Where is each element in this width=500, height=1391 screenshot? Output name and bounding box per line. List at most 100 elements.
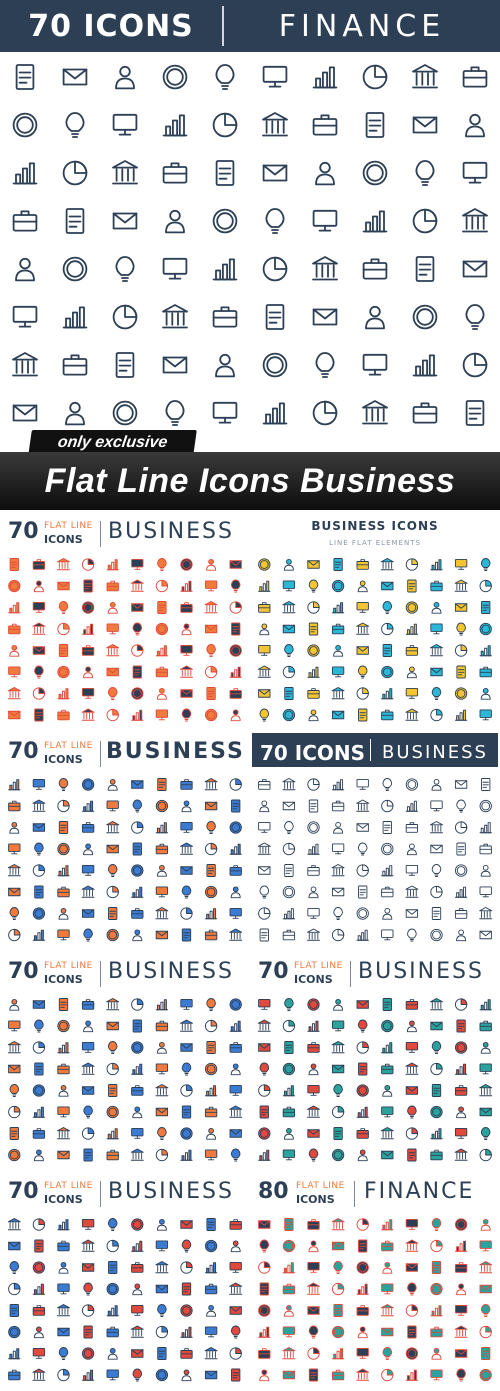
panel-title: 70 FLAT LINE ICONS BUSINESS: [2, 1173, 248, 1213]
icon: [258, 998, 271, 1010]
icon: [155, 1368, 169, 1382]
preview-panel-6[interactable]: 70 FLAT LINE ICONS BUSINESS: [252, 953, 498, 1169]
businessman-icon: [162, 162, 188, 184]
magnifier-dollar-icon: [62, 354, 88, 376]
icon: [405, 1263, 419, 1272]
icon: [32, 929, 46, 941]
icon: [57, 1327, 70, 1337]
icon: [282, 1283, 296, 1295]
icon: [204, 1149, 218, 1161]
preview-panel-7[interactable]: 70 FLAT LINE ICONS BUSINESS: [2, 1173, 248, 1389]
icon: [230, 709, 241, 722]
icon: [57, 665, 70, 679]
preview-panel-5[interactable]: 70 FLAT LINE ICONS BUSINESS: [2, 953, 248, 1169]
chat-bubbles-icon: [162, 304, 188, 329]
icon: [106, 844, 119, 854]
preview-panel-4[interactable]: 70 ICONS BUSINESS: [252, 733, 498, 949]
icon: [180, 907, 193, 920]
panel-icons-label: ICONS: [44, 973, 83, 986]
icon: [405, 778, 419, 791]
icon: [7, 1218, 21, 1231]
icon: [380, 1127, 394, 1140]
icon: [8, 928, 21, 942]
icon: [381, 865, 394, 877]
money-lock-icon: [262, 352, 288, 378]
icon: [356, 1261, 369, 1274]
icon: [283, 558, 294, 571]
icon: [204, 1326, 218, 1338]
icon: [405, 1347, 419, 1360]
panel-subtitle: FLAT LINE: [44, 741, 93, 751]
icon: [8, 1020, 21, 1032]
icon: [356, 1000, 369, 1009]
icon: [83, 843, 94, 856]
diamond-icon: [62, 160, 88, 186]
icon: [83, 1105, 93, 1119]
icon: [430, 708, 443, 722]
icon: [181, 800, 192, 813]
icon: [282, 1239, 296, 1253]
money-bag-calculator-icon: [15, 64, 35, 90]
calendar-icon: [215, 160, 235, 186]
icon: [81, 999, 95, 1010]
icon: [454, 1218, 468, 1231]
icon: [8, 887, 21, 897]
icon: [204, 885, 218, 899]
icon: [180, 644, 193, 656]
icon: [81, 1369, 95, 1381]
icon: [259, 800, 270, 813]
headset-icon: [262, 402, 288, 425]
icon: [258, 1261, 271, 1274]
icon: [34, 1062, 44, 1076]
badge-text: only exclusive: [56, 434, 169, 451]
icon: [405, 885, 419, 898]
icon: [32, 1084, 46, 1097]
icon: [282, 778, 296, 791]
icon: [83, 666, 94, 679]
preview-panel-1[interactable]: 70 FLAT LINE ICONS BUSINESS: [2, 513, 248, 729]
panel-word: FINANCE: [364, 1179, 475, 1204]
icon: [155, 1284, 169, 1294]
icon: [155, 1020, 169, 1032]
icon: [282, 1106, 296, 1118]
icon: [131, 864, 144, 877]
preview-panel-8[interactable]: 80 FLAT LINE ICONS FINANCE: [252, 1173, 498, 1389]
desk-lamp-icon: [462, 161, 488, 184]
icon: [7, 864, 21, 877]
icon: [157, 1304, 167, 1317]
panel-divider: [350, 961, 351, 987]
icon: [333, 558, 343, 571]
icon: [333, 907, 343, 920]
icon: [181, 1062, 192, 1076]
panel-subtitle: FLAT LINE: [44, 521, 93, 531]
icon: [307, 1084, 320, 1096]
icon: [333, 1261, 343, 1274]
icon: [107, 1041, 118, 1054]
icon: [131, 603, 144, 612]
binders-icon: [365, 112, 385, 138]
icon: [307, 1105, 320, 1118]
icon: [106, 559, 119, 571]
icon: [32, 799, 46, 812]
icon: [130, 1148, 144, 1161]
bitcoin-icon: [412, 304, 438, 330]
icon: [229, 821, 242, 834]
preview-panel-2[interactable]: BUSINESS ICONS LINE FLAT ELEMENTS: [252, 513, 498, 729]
icon: [454, 998, 468, 1011]
panel-icon-grid: [7, 998, 243, 1162]
icon: [8, 1325, 21, 1339]
icon: [81, 1304, 95, 1317]
icon: [431, 1084, 442, 1097]
pen-icon: [262, 256, 288, 282]
icon: [431, 1041, 442, 1054]
preview-panel-3[interactable]: 70 FLAT LINE ICONS BUSINESS: [2, 733, 248, 949]
meeting-icon: [265, 208, 285, 234]
icon: [106, 1282, 119, 1296]
icon: [331, 1348, 345, 1360]
card-hand-icon: [362, 400, 388, 425]
icon: [308, 622, 319, 636]
icon: [454, 886, 468, 898]
icon: [83, 1148, 93, 1162]
icon: [430, 800, 443, 812]
icon: [479, 886, 492, 898]
